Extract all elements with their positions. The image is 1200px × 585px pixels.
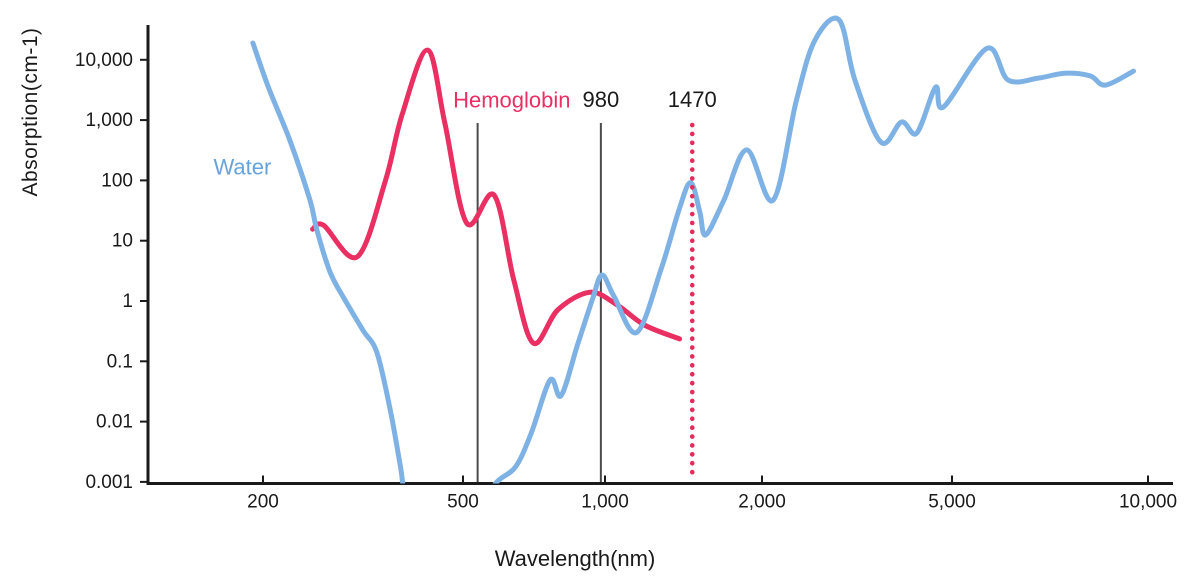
hemoglobin-curve xyxy=(310,47,683,346)
x-tick-label-1,000: 1,000 xyxy=(581,492,629,513)
marker-label-980: 980 xyxy=(583,87,620,112)
y-tick-label-100: 100 xyxy=(101,170,133,191)
series-label-hemoglobin: Hemoglobin xyxy=(453,87,570,112)
water-curve xyxy=(250,15,1136,484)
y-tick-label-1,000: 1,000 xyxy=(85,110,133,131)
y-tick-label-10,000: 10,000 xyxy=(75,50,133,71)
marker-label-1470: 1470 xyxy=(668,87,717,112)
x-tick-label-10,000: 10,000 xyxy=(1119,492,1177,513)
x-tick-label-500: 500 xyxy=(447,492,479,513)
curves-group xyxy=(250,15,1136,484)
y-tick-label-0.001: 0.001 xyxy=(85,472,133,493)
y-tick-label-0.1: 0.1 xyxy=(107,351,133,372)
x-tick-label-5,000: 5,000 xyxy=(928,492,976,513)
y-tick-label-0.01: 0.01 xyxy=(96,412,133,433)
x-axis-title: Wavelength(nm) xyxy=(494,546,656,571)
y-tick-label-1: 1 xyxy=(122,291,133,312)
x-tick-label-200: 200 xyxy=(247,492,279,513)
x-tick-label-2,000: 2,000 xyxy=(738,492,786,513)
y-tick-label-10: 10 xyxy=(112,231,133,252)
series-label-water: Water xyxy=(213,155,271,180)
